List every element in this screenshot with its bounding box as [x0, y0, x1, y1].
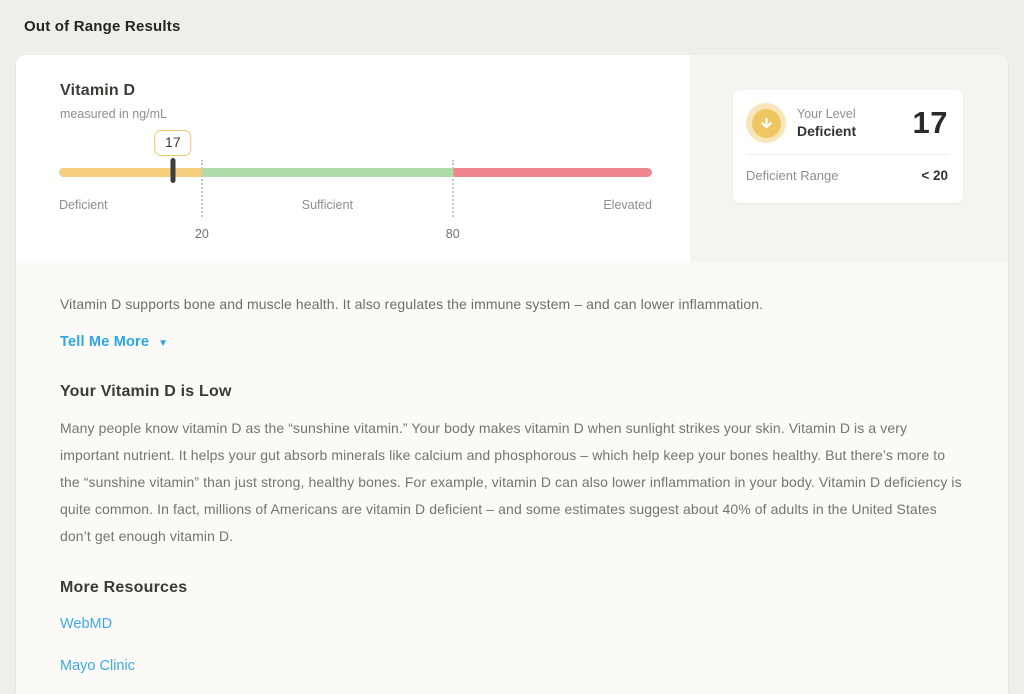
segment-label-deficient: Deficient	[59, 198, 108, 212]
result-card: Vitamin D measured in ng/mL 17 Deficient…	[16, 55, 1008, 694]
threshold-line-80	[451, 160, 454, 217]
level-label: Your Level	[797, 107, 856, 121]
level-reading: 17	[912, 105, 948, 140]
detail-body: Many people know vitamin D as the “sunsh…	[60, 420, 962, 544]
level-panel-top: Your Level Deficient 17	[733, 90, 963, 154]
level-value: Deficient	[797, 123, 857, 139]
biomarker-unit: measured in ng/mL	[60, 107, 168, 121]
gauge-bar	[59, 168, 652, 177]
range-gauge: 17 Deficient Sufficient Elevated 20 80	[59, 130, 652, 255]
resource-link-webmd[interactable]: WebMD	[60, 616, 113, 632]
range-label: Deficient Range	[746, 168, 839, 183]
resource-link-mayo-clinic[interactable]: Mayo Clinic	[60, 658, 135, 674]
tell-me-more-button[interactable]: Tell Me More ▼	[60, 334, 168, 350]
chevron-down-icon: ▼	[158, 337, 169, 349]
threshold-value-20: 20	[194, 227, 209, 241]
biomarker-summary: Vitamin D supports bone and muscle healt…	[60, 296, 764, 312]
value-badge: 17	[154, 130, 192, 156]
biomarker-name: Vitamin D	[60, 82, 136, 99]
range-value: < 20	[921, 168, 948, 183]
value-marker	[170, 158, 176, 183]
gauge-segment-sufficient	[201, 168, 453, 177]
result-card-top-row: Vitamin D measured in ng/mL 17 Deficient…	[16, 55, 1008, 262]
description-section: Vitamin D supports bone and muscle healt…	[16, 262, 1008, 694]
segment-label-sufficient: Sufficient	[301, 198, 353, 212]
gauge-segment-elevated	[452, 168, 652, 177]
arrow-down-circle-icon	[746, 103, 786, 143]
page-title: Out of Range Results	[24, 18, 181, 35]
detail-heading: Your Vitamin D is Low	[60, 383, 232, 400]
resources-heading: More Resources	[60, 579, 188, 596]
threshold-value-80: 80	[445, 227, 460, 241]
level-panel-divider	[746, 154, 950, 155]
level-side-section: Your Level Deficient 17 Deficient Range …	[690, 55, 1008, 262]
level-panel-bottom: Deficient Range < 20	[733, 155, 963, 183]
segment-label-elevated: Elevated	[603, 198, 652, 212]
biomarker-gauge-section: Vitamin D measured in ng/mL 17 Deficient…	[16, 55, 690, 262]
threshold-line-20	[200, 160, 203, 217]
tell-me-more-label: Tell Me More	[60, 334, 150, 350]
level-panel: Your Level Deficient 17 Deficient Range …	[733, 90, 963, 203]
gauge-segment-deficient	[59, 168, 202, 177]
